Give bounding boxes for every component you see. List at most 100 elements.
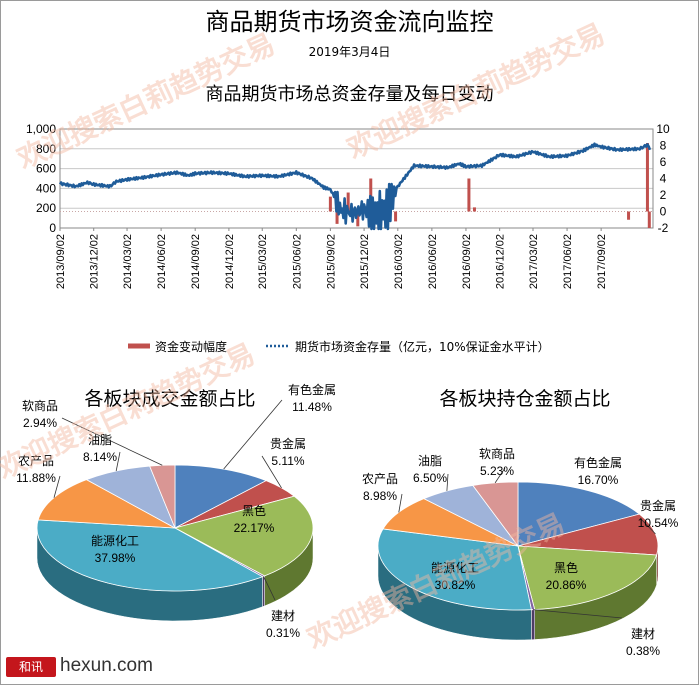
y-right-tick-label: 8 <box>660 139 667 153</box>
volume-pie-slice-能源化工 <box>36 519 264 592</box>
x-tick-label: 2017/03/02 <box>528 234 540 289</box>
position-pie-value-label: 6.50% <box>413 471 447 485</box>
volume-pie-category-label: 建材 <box>271 609 295 623</box>
volume-pie-leader-line <box>61 417 163 466</box>
position-pie-category-label: 建材 <box>631 627 655 641</box>
change-bar <box>627 211 631 220</box>
volume-pie-slice-有色金属 <box>174 464 268 529</box>
y-left-tick-label: 400 <box>36 181 56 195</box>
position-pie-slice-能源化工 <box>377 528 532 611</box>
hexun-logo: 和讯 <box>6 657 56 677</box>
position-pie-value-label: 16.70% <box>578 473 619 487</box>
position-pie-leader-line <box>398 493 403 513</box>
position-pie-slice-贵金属 <box>517 513 659 556</box>
line-chart-title: 商品期货市场总资金存量及每日变动 <box>205 84 494 105</box>
x-tick-label: 2015/09/02 <box>325 234 337 289</box>
volume-pie-category-label: 黑色 <box>242 504 266 518</box>
volume-pie-leader-line <box>263 576 276 601</box>
x-tick-label: 2014/12/02 <box>224 234 236 289</box>
fund-flow-line-chart: 0 200 400 600 800 1,000 -2 0 2 4 6 8 10 2013/09/02 201… <box>26 122 670 354</box>
volume-pie-category-label: 能源化工 <box>91 534 139 548</box>
volume-pie-category-label: 油脂 <box>88 432 112 447</box>
position-pie-slice-黑色 <box>517 545 658 610</box>
position-pie-category-label: 软商品 <box>479 446 515 461</box>
y-right-tick-label: 0 <box>660 205 667 219</box>
main-title: 商品期货市场资金流向监控 <box>205 8 494 36</box>
position-pie-value-label: 30.82% <box>435 578 476 592</box>
change-bar <box>645 143 649 212</box>
y-left-tick-label: 600 <box>36 162 56 176</box>
fund-stock-line <box>58 142 652 231</box>
volume-pie-value-label: 22.17% <box>234 521 275 535</box>
x-tick-label: 2017/06/02 <box>562 234 574 289</box>
x-tick-label: 2014/03/02 <box>122 234 134 289</box>
change-bar <box>356 211 360 227</box>
x-tick-label: 2016/09/02 <box>461 234 473 289</box>
volume-pie-leader-line <box>261 455 282 489</box>
x-tick-label: 2015/03/02 <box>257 234 269 289</box>
position-pie-category-label: 有色金属 <box>574 455 622 470</box>
x-tick-label: 2014/06/02 <box>156 234 168 289</box>
position-pie-category-label: 贵金属 <box>640 498 676 513</box>
position-pie-value-label: 10.54% <box>638 516 679 530</box>
x-tick-label: 2015/12/02 <box>359 234 371 289</box>
y-left-tick-label: 0 <box>49 221 56 235</box>
position-pie-value-label: 8.98% <box>363 489 397 503</box>
y-left-tick-label: 200 <box>36 201 56 215</box>
change-bar <box>335 211 339 224</box>
volume-pie-category-label: 贵金属 <box>270 436 306 451</box>
y-right-tick-label: 2 <box>660 188 667 202</box>
volume-pie-value-label: 11.88% <box>16 471 56 485</box>
x-tick-label: 2015/06/02 <box>291 234 303 289</box>
x-tick-label: 2016/03/02 <box>393 234 405 289</box>
volume-pie-value-label: 37.98% <box>95 551 136 565</box>
change-bar <box>467 178 471 212</box>
x-tick-label: 2013/09/02 <box>55 234 67 289</box>
volume-pie-leader-line <box>115 451 121 472</box>
position-pie-leader-line <box>639 517 656 535</box>
volume-pie-category-label: 农产品 <box>18 454 54 468</box>
volume-pie-leader-line <box>53 475 61 498</box>
volume-pie-value-label: 5.11% <box>271 454 304 468</box>
change-bar <box>647 211 651 228</box>
x-tick-label: 2016/12/02 <box>495 234 507 289</box>
position-pie-category-label: 黑色 <box>554 561 578 575</box>
position-pie-slice-软商品 <box>472 481 519 548</box>
x-tick-label: 2017/09/02 <box>596 234 608 289</box>
position-pie-slice-side <box>531 609 535 640</box>
position-pie-leader-line <box>533 609 623 619</box>
position-pie-category-label: 能源化工 <box>431 561 479 575</box>
x-tick-label: 2016/06/02 <box>427 234 439 289</box>
y-right-tick-label: -2 <box>658 221 669 235</box>
report-date: 2019年3月4日 <box>308 45 391 59</box>
volume-pie-category-label: 软商品 <box>22 398 58 413</box>
x-tick-label: 2014/09/02 <box>190 234 202 289</box>
volume-pie-value-label: 11.48% <box>292 400 332 414</box>
position-pie-category-label: 油脂 <box>418 453 442 468</box>
position-pie-leader-line <box>494 467 506 484</box>
volume-pie-value-label: 2.94% <box>23 416 57 430</box>
plot-frame <box>59 128 654 229</box>
y-right-tick-label: 10 <box>656 122 670 136</box>
legend-label-bars: 资金变动幅度 <box>155 339 227 354</box>
volume-pie-value-label: 8.14% <box>83 450 117 464</box>
y-left-tick-label: 1,000 <box>26 122 56 136</box>
volume-pie-value-label: 0.31% <box>266 626 300 640</box>
position-pie-title: 各板块持仓金额占比 <box>439 388 611 410</box>
volume-pie-leader-line <box>223 399 283 470</box>
y-right-tick-label: 4 <box>660 172 667 186</box>
volume-pie-category-label: 有色金属 <box>288 382 336 397</box>
position-pie-leader-line <box>446 473 449 491</box>
legend-label-line: 期货市场资金存量（亿元，10%保证金水平计） <box>295 339 550 354</box>
volume-pie-slice-黑色 <box>173 495 314 577</box>
change-bar <box>394 211 398 222</box>
change-bar <box>346 192 350 212</box>
volume-pie-slice-软商品 <box>149 464 176 529</box>
change-bar <box>328 196 332 212</box>
position-pie-slice-农产品 <box>382 498 519 547</box>
volume-pie-title: 各板块成交金额占比 <box>84 388 256 410</box>
y-left-tick-label: 800 <box>36 142 56 156</box>
position-pie-value-label: 0.38% <box>626 644 660 658</box>
x-tick-label: 2013/12/02 <box>89 234 101 289</box>
